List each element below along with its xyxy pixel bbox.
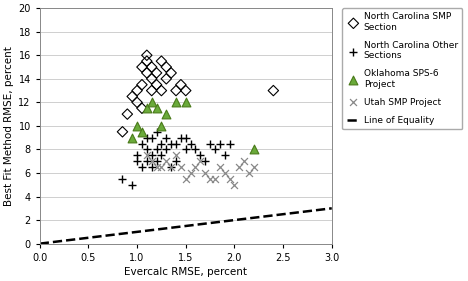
Oklahoma SPS-6
Project — [182, 100, 190, 105]
Utah SMP Project — [245, 171, 253, 175]
Utah SMP Project — [172, 153, 180, 158]
North Carolina SMP
Section — [148, 65, 155, 69]
North Carolina SMP
Section — [138, 65, 146, 69]
North Carolina Other
Sections — [211, 147, 219, 152]
North Carolina Other
Sections — [153, 130, 160, 134]
North Carolina SMP
Section — [168, 71, 175, 75]
Utah SMP Project — [206, 177, 214, 181]
North Carolina SMP
Section — [124, 112, 131, 116]
North Carolina Other
Sections — [138, 165, 146, 169]
North Carolina SMP
Section — [143, 71, 151, 75]
North Carolina SMP
Section — [148, 76, 155, 81]
Utah SMP Project — [235, 165, 243, 169]
North Carolina SMP
Section — [153, 82, 160, 87]
Utah SMP Project — [182, 177, 190, 181]
X-axis label: Evercalc RMSE, percent: Evercalc RMSE, percent — [124, 267, 247, 277]
North Carolina SMP
Section — [148, 88, 155, 93]
North Carolina Other
Sections — [182, 135, 190, 140]
North Carolina Other
Sections — [172, 159, 180, 164]
North Carolina Other
Sections — [143, 135, 151, 140]
Oklahoma SPS-6
Project — [153, 106, 160, 110]
North Carolina Other
Sections — [158, 141, 165, 146]
North Carolina SMP
Section — [270, 88, 277, 93]
North Carolina Other
Sections — [162, 135, 170, 140]
North Carolina Other
Sections — [197, 153, 204, 158]
North Carolina SMP
Section — [133, 100, 141, 105]
North Carolina Other
Sections — [138, 141, 146, 146]
North Carolina Other
Sections — [182, 147, 190, 152]
Oklahoma SPS-6
Project — [133, 124, 141, 128]
North Carolina Other
Sections — [133, 153, 141, 158]
Oklahoma SPS-6
Project — [129, 135, 136, 140]
Utah SMP Project — [168, 165, 175, 169]
North Carolina Other
Sections — [143, 159, 151, 164]
Utah SMP Project — [221, 171, 228, 175]
Oklahoma SPS-6
Project — [148, 100, 155, 105]
North Carolina SMP
Section — [158, 59, 165, 64]
North Carolina SMP
Section — [182, 88, 190, 93]
North Carolina Other
Sections — [148, 165, 155, 169]
Utah SMP Project — [231, 183, 238, 187]
Utah SMP Project — [187, 171, 194, 175]
Legend: North Carolina SMP
Section, North Carolina Other
Sections, Oklahoma SPS-6
Projec: North Carolina SMP Section, North Caroli… — [342, 8, 462, 129]
Oklahoma SPS-6
Project — [158, 124, 165, 128]
North Carolina Other
Sections — [129, 183, 136, 187]
Utah SMP Project — [226, 177, 233, 181]
North Carolina SMP
Section — [162, 65, 170, 69]
Oklahoma SPS-6
Project — [138, 130, 146, 134]
North Carolina Other
Sections — [177, 135, 184, 140]
North Carolina Other
Sections — [148, 135, 155, 140]
North Carolina SMP
Section — [172, 88, 180, 93]
North Carolina Other
Sections — [192, 147, 199, 152]
North Carolina Other
Sections — [162, 147, 170, 152]
Utah SMP Project — [241, 159, 248, 164]
North Carolina SMP
Section — [119, 130, 126, 134]
North Carolina SMP
Section — [138, 106, 146, 110]
North Carolina SMP
Section — [138, 82, 146, 87]
Utah SMP Project — [197, 159, 204, 164]
North Carolina Other
Sections — [206, 141, 214, 146]
North Carolina Other
Sections — [153, 159, 160, 164]
Utah SMP Project — [177, 165, 184, 169]
North Carolina SMP
Section — [158, 88, 165, 93]
North Carolina SMP
Section — [177, 82, 184, 87]
North Carolina SMP
Section — [133, 88, 141, 93]
Utah SMP Project — [201, 171, 209, 175]
North Carolina Other
Sections — [143, 147, 151, 152]
North Carolina Other
Sections — [168, 165, 175, 169]
North Carolina SMP
Section — [143, 59, 151, 64]
North Carolina Other
Sections — [221, 153, 228, 158]
North Carolina SMP
Section — [143, 53, 151, 58]
North Carolina SMP
Section — [153, 71, 160, 75]
Utah SMP Project — [162, 159, 170, 164]
Utah SMP Project — [250, 165, 257, 169]
North Carolina Other
Sections — [201, 159, 209, 164]
North Carolina Other
Sections — [158, 153, 165, 158]
Y-axis label: Best Fit Method RMSE, percent: Best Fit Method RMSE, percent — [4, 46, 14, 206]
North Carolina Other
Sections — [153, 147, 160, 152]
North Carolina Other
Sections — [119, 177, 126, 181]
North Carolina SMP
Section — [129, 94, 136, 99]
Utah SMP Project — [148, 159, 155, 164]
North Carolina Other
Sections — [133, 159, 141, 164]
Oklahoma SPS-6
Project — [143, 106, 151, 110]
Oklahoma SPS-6
Project — [172, 100, 180, 105]
Utah SMP Project — [158, 165, 165, 169]
Utah SMP Project — [211, 177, 219, 181]
North Carolina Other
Sections — [226, 141, 233, 146]
Utah SMP Project — [153, 165, 160, 169]
Utah SMP Project — [192, 165, 199, 169]
Utah SMP Project — [143, 153, 151, 158]
North Carolina Other
Sections — [187, 141, 194, 146]
North Carolina Other
Sections — [148, 153, 155, 158]
North Carolina SMP
Section — [162, 76, 170, 81]
North Carolina Other
Sections — [172, 141, 180, 146]
North Carolina Other
Sections — [168, 141, 175, 146]
Oklahoma SPS-6
Project — [250, 147, 257, 152]
Oklahoma SPS-6
Project — [162, 112, 170, 116]
North Carolina Other
Sections — [216, 141, 224, 146]
Utah SMP Project — [216, 165, 224, 169]
